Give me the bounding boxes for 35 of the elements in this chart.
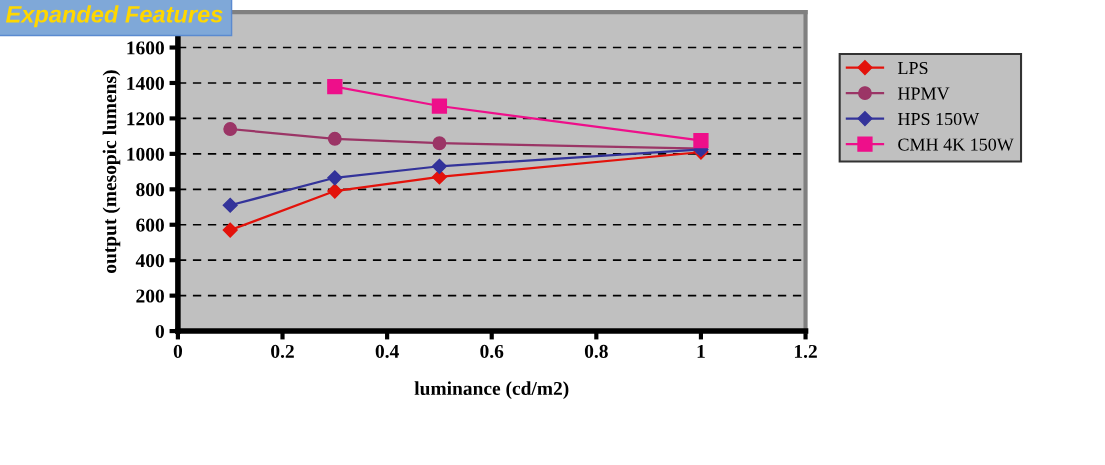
point: [327, 78, 343, 95]
y-tick-label: 1000: [127, 147, 164, 161]
legend-label: CMH 4K 150W: [898, 138, 1014, 151]
y-tick-label: 0: [155, 324, 164, 339]
point: [327, 170, 343, 186]
legend-label: HPMV: [897, 87, 950, 100]
x-tick-label: 0.2: [271, 344, 294, 359]
point: [222, 197, 238, 213]
point: [693, 132, 709, 149]
y-tick-label: 600: [136, 218, 164, 232]
x-tick-label: 1: [697, 344, 705, 358]
point: [327, 183, 343, 199]
y-tick-label: 200: [136, 289, 164, 303]
x-tick-label: 1.2: [794, 344, 817, 359]
point: [431, 98, 448, 114]
y-tick-label: 400: [135, 254, 164, 268]
point: [223, 122, 238, 136]
point: [222, 222, 238, 238]
y-tick-label: 1400: [127, 76, 164, 90]
x-axis-title: luminance (cd/m2): [414, 381, 569, 399]
x-tick-label: 0: [173, 344, 183, 358]
y-axis-title: output (mesopic lumens): [102, 70, 121, 273]
x-tick-label: 0.8: [584, 344, 608, 359]
legend-label: LPS: [897, 61, 928, 75]
x-tick-label: 0.4: [375, 344, 399, 359]
chart-title: Expanded Features: [5, 5, 223, 28]
y-tick-label: 1600: [127, 41, 164, 55]
legend-label: HPS 150W: [897, 112, 980, 126]
point: [327, 131, 342, 146]
y-tick-label: 800: [136, 183, 164, 197]
x-tick-label: 0.6: [480, 344, 504, 359]
point: [432, 136, 447, 151]
point: [431, 158, 447, 174]
y-tick-label: 1200: [127, 112, 164, 126]
point: [431, 169, 447, 185]
